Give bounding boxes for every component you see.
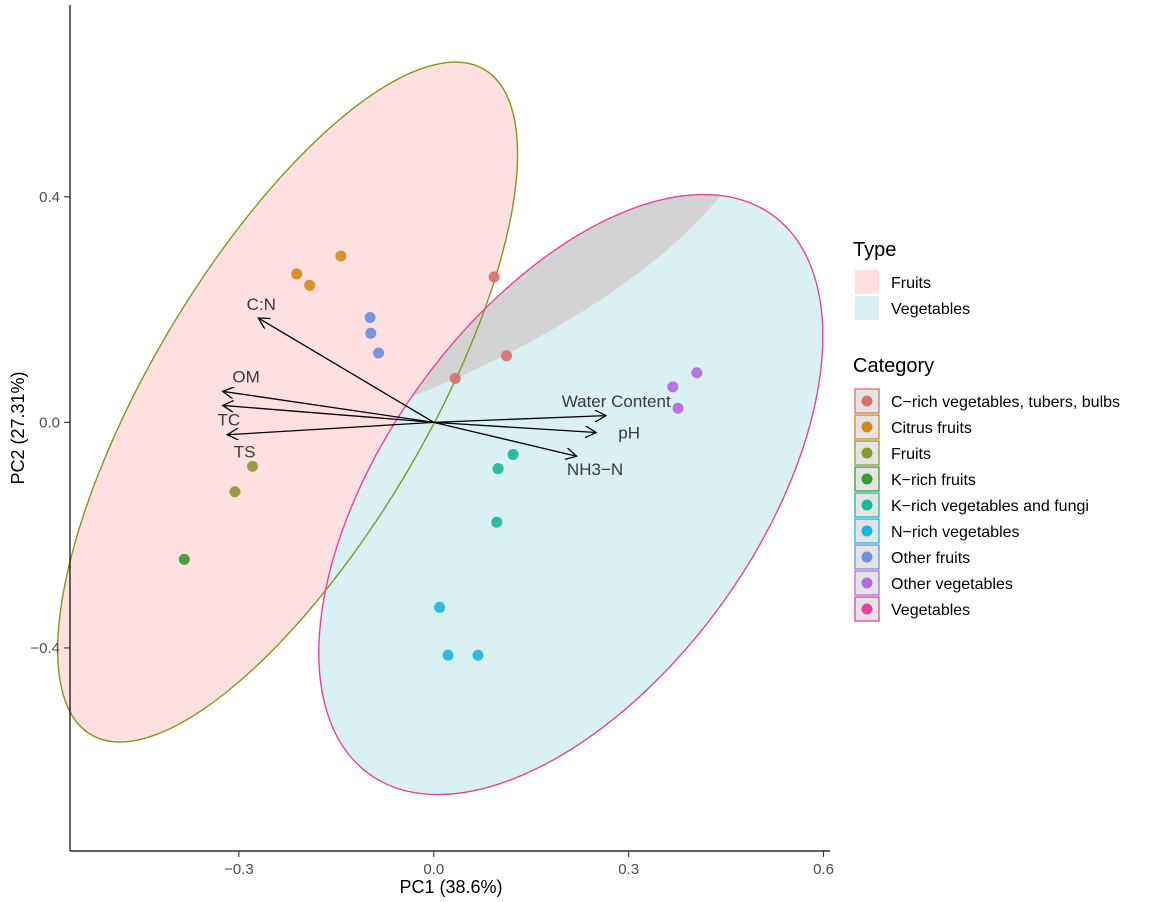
point-fruits-6 <box>247 460 259 472</box>
point-n-rich-vegetables-14 <box>472 649 484 661</box>
loading-label-om: OM <box>232 368 259 387</box>
loading-arrow-ts <box>227 421 434 434</box>
point-other-fruits-17 <box>373 347 385 359</box>
category-legend-key-k-rich-vegetables-and-fungi <box>854 492 880 518</box>
category-legend-label-other-vegetables: Other vegetables <box>891 576 1013 593</box>
category-legend-dot-n-rich-vegetables <box>861 525 873 537</box>
type-legend-key-vegetables <box>855 296 879 320</box>
type-legend-key-fruits <box>855 270 879 294</box>
type-legend-title: Type <box>853 239 896 261</box>
x-tick-label: −0.3 <box>224 861 254 878</box>
category-legend-dot-other-fruits <box>861 551 873 563</box>
loading-label-c-n: C:N <box>247 295 276 314</box>
loading-arrow-ph <box>433 421 596 432</box>
category-legend-label-c-rich-vegetables-tubers-bulbs: C−rich vegetables, tubers, bulbs <box>891 394 1120 411</box>
category-legend-label-k-rich-fruits: K−rich fruits <box>891 472 976 489</box>
point-c-rich-vegetables-tubers-bulbs-0 <box>488 271 500 283</box>
x-tick-label: 0.3 <box>618 861 639 878</box>
type-legend-label-fruits: Fruits <box>891 275 931 292</box>
axes: −0.3 0.0 0.3 0.6 −0.4 0.0 0.4 PC1 (38.6%) PC2… <box>8 5 834 897</box>
loading-label-ph: pH <box>618 424 640 443</box>
x-tick-label: 0.6 <box>813 861 834 878</box>
x-tick-label: 0.0 <box>423 861 444 878</box>
loading-vectors: C:N OM TC TS Water Content pH NH3−N <box>217 295 671 479</box>
category-legend-dot-c-rich-vegetables-tubers-bulbs <box>861 395 873 407</box>
category-legend-dot-other-vegetables <box>861 577 873 589</box>
loading-arrow-tc <box>223 405 434 424</box>
category-legend-label-k-rich-vegetables-and-fungi: K−rich vegetables and fungi <box>891 498 1089 515</box>
category-legend-label-vegetables: Vegetables <box>891 602 970 619</box>
fruits-ellipse-fill <box>57 62 518 742</box>
y-axis-title: PC2 (27.31%) <box>8 371 28 484</box>
x-axis-ticks: −0.3 0.0 0.3 0.6 <box>224 851 834 878</box>
loading-arrow-om <box>223 391 434 424</box>
point-other-vegetables-19 <box>691 367 703 379</box>
category-legend-label-fruits: Fruits <box>891 446 931 463</box>
point-k-rich-vegetables-and-fungi-10 <box>492 463 504 475</box>
vegetables-ellipse-fill <box>318 194 823 795</box>
point-citrus-fruits-5 <box>304 279 316 291</box>
category-legend-dot-k-rich-vegetables-and-fungi <box>861 499 873 511</box>
fruits-ellipse-outline <box>56 61 519 743</box>
category-legend-title: Category <box>853 355 934 377</box>
y-tick-label: 0.0 <box>39 414 60 431</box>
category-legend-dot-vegetables <box>861 603 873 615</box>
category-legend-label-citrus-fruits: Citrus fruits <box>891 420 972 437</box>
loading-arrow-c-n <box>258 318 435 423</box>
confidence-ellipses <box>56 61 824 796</box>
loading-label-nh3-n: NH3−N <box>567 460 623 479</box>
category-legend-dot-fruits <box>861 447 873 459</box>
loading-label-water-content: Water Content <box>562 392 671 411</box>
type-legend-label-vegetables: Vegetables <box>891 301 970 318</box>
loading-arrow-nh3-n <box>433 421 577 456</box>
loading-label-ts: TS <box>234 443 256 462</box>
y-axis-ticks: −0.4 0.0 0.4 <box>30 189 70 657</box>
point-citrus-fruits-3 <box>335 250 347 262</box>
point-fruits-7 <box>229 486 241 498</box>
loading-arrow-water-content <box>433 416 606 424</box>
category-legend-label-other-fruits: Other fruits <box>891 550 970 567</box>
x-axis-title: PC1 (38.6%) <box>399 877 502 897</box>
point-n-rich-vegetables-12 <box>434 601 446 613</box>
point-citrus-fruits-4 <box>291 268 303 280</box>
vegetables-ellipse-outline <box>318 193 824 796</box>
plot-area: C:N OM TC TS Water Content pH NH3−N <box>56 61 824 796</box>
data-points <box>178 250 703 661</box>
point-k-rich-vegetables-and-fungi-11 <box>491 516 503 528</box>
point-k-rich-fruits-8 <box>178 553 190 565</box>
point-n-rich-vegetables-13 <box>442 649 454 661</box>
category-legend-dot-k-rich-fruits <box>861 473 873 485</box>
point-other-vegetables-20 <box>672 402 684 414</box>
y-tick-label: 0.4 <box>39 189 60 206</box>
y-tick-label: −0.4 <box>30 640 60 657</box>
point-other-vegetables-18 <box>667 381 679 393</box>
point-other-fruits-15 <box>364 311 376 323</box>
category-legend: Category C−rich vegetables, tubers, bulb… <box>853 355 1120 622</box>
point-c-rich-vegetables-tubers-bulbs-2 <box>449 372 461 384</box>
point-c-rich-vegetables-tubers-bulbs-1 <box>501 350 513 362</box>
point-k-rich-vegetables-and-fungi-9 <box>507 449 519 461</box>
type-legend: Type Fruits Vegetables <box>853 239 970 320</box>
loading-label-tc: TC <box>217 411 240 430</box>
category-legend-dot-citrus-fruits <box>861 421 873 433</box>
point-other-fruits-16 <box>365 327 377 339</box>
category-legend-label-n-rich-vegetables: N−rich vegetables <box>891 524 1020 541</box>
